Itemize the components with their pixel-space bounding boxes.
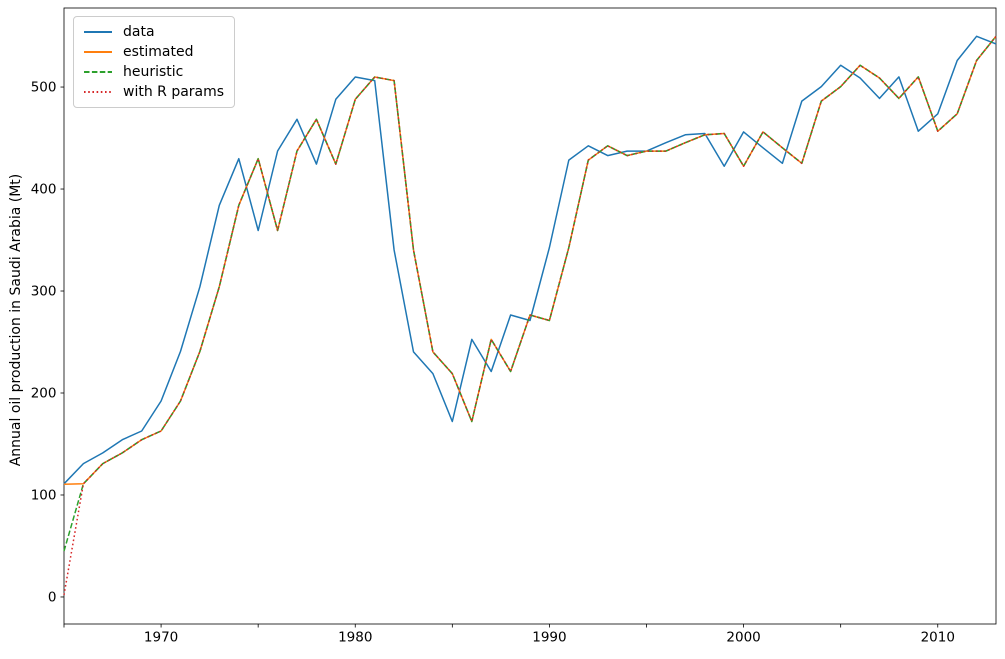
- series-line-data: [63, 35, 997, 485]
- legend: data estimated heuristic with R params: [73, 16, 236, 108]
- line-sample-icon: [84, 91, 112, 93]
- line-sample-icon: [84, 51, 112, 53]
- y-tick-label: 400: [31, 182, 57, 198]
- y-tick-label: 100: [31, 487, 57, 503]
- legend-label-heuristic: heuristic: [123, 64, 184, 80]
- y-tick-label: 500: [31, 80, 57, 96]
- legend-label-data: data: [123, 24, 155, 40]
- x-tick-label: 1990: [532, 630, 566, 646]
- legend-entry-estimated: estimated: [83, 44, 224, 60]
- x-tick-label: 2000: [726, 630, 760, 646]
- axes-frame: [63, 7, 997, 625]
- legend-entry-heuristic: heuristic: [83, 64, 224, 80]
- legend-entry-data: data: [83, 24, 224, 40]
- y-tick-label: 300: [31, 284, 57, 300]
- series-line-heuristic: [63, 35, 997, 552]
- y-tick-label: 200: [31, 386, 57, 402]
- y-axis-label: Annual oil production in Saudi Arabia (M…: [8, 173, 24, 467]
- series-line-with-r-params: [63, 35, 997, 596]
- legend-label-with-r-params: with R params: [123, 84, 225, 100]
- legend-label-estimated: estimated: [123, 44, 194, 60]
- line-sample-icon: [84, 31, 112, 33]
- legend-entry-with-r-params: with R params: [83, 84, 224, 100]
- x-tick-label: 2010: [921, 630, 955, 646]
- x-tick-label: 1980: [338, 630, 372, 646]
- y-tick-label: 0: [48, 589, 57, 605]
- x-tick-label: 1970: [144, 630, 178, 646]
- line-sample-icon: [84, 71, 112, 73]
